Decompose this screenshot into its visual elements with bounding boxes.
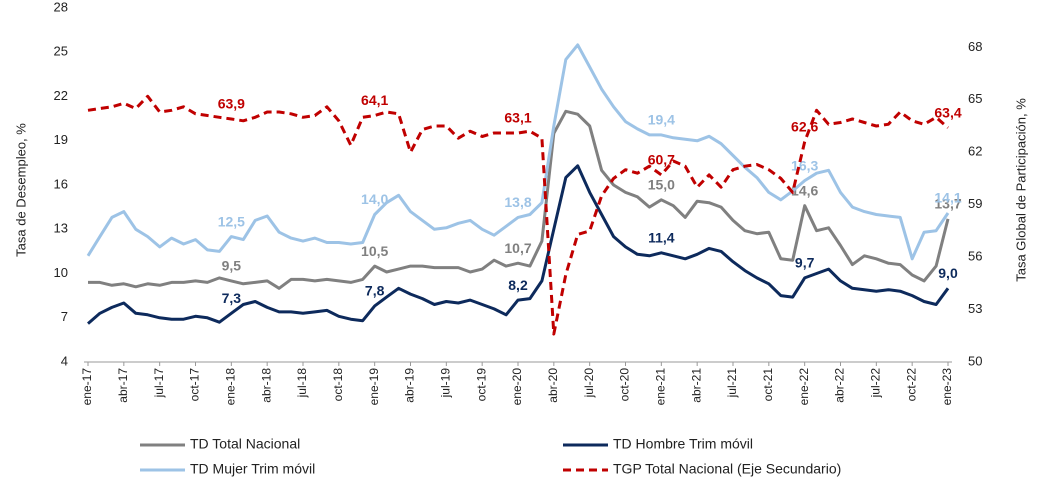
x-tick-label: ene-20	[510, 368, 524, 406]
x-tick-label: ene-19	[367, 368, 381, 406]
y-tick-label: 16	[54, 176, 68, 191]
data-label: 9,5	[222, 258, 242, 274]
data-label: 19,4	[648, 112, 675, 128]
x-tick-label: abr-18	[259, 368, 273, 403]
data-label: 13,7	[934, 196, 961, 212]
y-tick-label: 19	[54, 132, 68, 147]
x-tick-label: jul-19	[439, 368, 453, 399]
x-tick-label: abr-20	[546, 368, 560, 403]
x-tick-label: oct-18	[331, 368, 345, 402]
y2-tick-label: 59	[968, 196, 982, 211]
x-tick-label: ene-21	[654, 368, 668, 406]
y2-tick-label: 50	[968, 353, 982, 368]
data-label: 63,1	[504, 110, 531, 126]
data-label: 9,7	[795, 255, 815, 271]
x-tick-label: oct-20	[618, 368, 632, 402]
data-label: 16,3	[791, 157, 818, 173]
data-label: 63,4	[934, 104, 961, 120]
data-label: 63,9	[218, 96, 245, 112]
x-tick-label: ene-17	[80, 368, 94, 406]
data-label: 60,7	[648, 152, 675, 168]
y2-axis-title: Tasa Global de Participación, %	[1013, 98, 1028, 282]
y2-tick-label: 53	[968, 301, 982, 316]
y2-tick-label: 65	[968, 91, 982, 106]
series-line	[86, 43, 950, 261]
y-tick-label: 28	[54, 0, 68, 14]
x-tick-label: oct-21	[761, 368, 775, 402]
x-tick-label: jul-18	[295, 368, 309, 399]
y2-tick-label: 56	[968, 249, 982, 264]
x-tick-label: jul-22	[869, 368, 883, 399]
data-label: 11,4	[648, 230, 675, 246]
x-tick-label: jul-17	[152, 368, 166, 399]
series-line	[88, 109, 950, 290]
x-tick-label: ene-18	[224, 368, 238, 406]
x-tick-label: ene-22	[797, 368, 811, 406]
data-label: 10,7	[504, 240, 531, 256]
y2-tick-label: 68	[968, 39, 982, 54]
data-label: 62,6	[791, 118, 818, 134]
legend-label: TD Total Nacional	[190, 436, 300, 452]
y-axis-title: Tasa de Desempleo, %	[13, 123, 28, 257]
data-label: 7,8	[365, 283, 385, 299]
x-tick-label: oct-17	[188, 368, 202, 402]
x-tick-label: jul-21	[725, 368, 739, 399]
data-label: 8,2	[508, 277, 528, 293]
y2-tick-label: 62	[968, 144, 982, 159]
x-tick-label: oct-19	[474, 368, 488, 402]
series-line	[87, 164, 950, 325]
x-tick-label: ene-23	[940, 368, 954, 406]
legend-label: TGP Total Nacional (Eje Secundario)	[613, 461, 841, 477]
x-tick-label: abr-17	[116, 368, 130, 403]
y-tick-label: 10	[54, 265, 68, 280]
x-tick-label: abr-22	[833, 368, 847, 403]
y-tick-label: 4	[61, 353, 68, 368]
data-label: 9,0	[938, 265, 958, 281]
x-tick-label: abr-19	[403, 368, 417, 403]
legend-label: TD Hombre Trim móvil	[613, 436, 753, 452]
y-tick-label: 13	[54, 221, 68, 236]
x-tick-label: oct-22	[904, 368, 918, 402]
y-tick-label: 7	[61, 309, 68, 324]
legend-label: TD Mujer Trim móvil	[190, 461, 315, 477]
data-label: 10,5	[361, 243, 388, 259]
data-label: 14,1	[934, 190, 961, 206]
data-label: 12,5	[218, 213, 245, 229]
data-label: 7,3	[222, 290, 242, 306]
data-label: 15,0	[648, 176, 675, 192]
y-tick-label: 25	[54, 44, 68, 59]
series-line	[87, 94, 949, 336]
data-label: 64,1	[361, 92, 388, 108]
x-tick-label: abr-21	[689, 368, 703, 403]
data-label: 14,0	[361, 191, 388, 207]
y-tick-label: 22	[54, 88, 68, 103]
data-label: 13,8	[504, 194, 531, 210]
x-tick-label: jul-20	[582, 368, 596, 399]
